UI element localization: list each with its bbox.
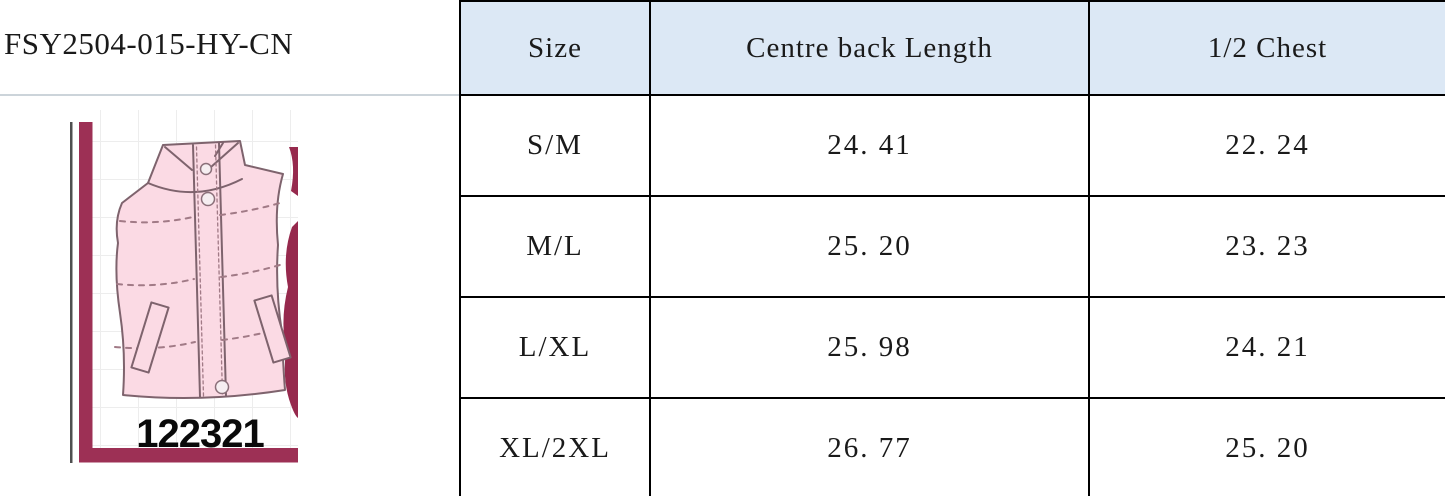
cell-centre-back-length: 26. 77 bbox=[649, 397, 1090, 496]
column-header-size: Size bbox=[459, 0, 651, 96]
table-row: L/XL 25. 98 24. 21 bbox=[459, 296, 1445, 399]
style-number-label: 122321 bbox=[136, 412, 264, 456]
cell-size: S/M bbox=[459, 94, 651, 197]
product-image: 122321 bbox=[70, 110, 298, 463]
column-header-centre-back-length: Centre back Length bbox=[649, 0, 1090, 96]
cell-size: M/L bbox=[459, 195, 651, 298]
maroon-vest-partial bbox=[283, 147, 298, 418]
ruler-line bbox=[70, 122, 73, 463]
table-row: XL/2XL 26. 77 25. 20 bbox=[459, 397, 1445, 496]
cell-centre-back-length: 25. 20 bbox=[649, 195, 1090, 298]
product-code: FSY2504-015-HY-CN bbox=[4, 26, 294, 61]
column-header-half-chest: 1/2 Chest bbox=[1088, 0, 1445, 96]
size-chart-table: Size Centre back Length 1/2 Chest S/M 24… bbox=[459, 0, 1445, 496]
pink-vest-illustration bbox=[114, 140, 292, 400]
cell-centre-back-length: 24. 41 bbox=[649, 94, 1090, 197]
cell-centre-back-length: 25. 98 bbox=[649, 296, 1090, 399]
cell-size: L/XL bbox=[459, 296, 651, 399]
cell-half-chest: 24. 21 bbox=[1088, 296, 1445, 399]
photo-frame-bottom-bar bbox=[79, 448, 298, 463]
cell-half-chest: 22. 24 bbox=[1088, 94, 1445, 197]
cell-size: XL/2XL bbox=[459, 397, 651, 496]
cell-half-chest: 23. 23 bbox=[1088, 195, 1445, 298]
table-row: S/M 24. 41 22. 24 bbox=[459, 94, 1445, 197]
table-row: M/L 25. 20 23. 23 bbox=[459, 195, 1445, 298]
photo-frame-left-bar bbox=[79, 122, 93, 462]
header-row: Size Centre back Length 1/2 Chest bbox=[459, 0, 1445, 96]
panel-divider bbox=[0, 94, 460, 96]
cell-half-chest: 25. 20 bbox=[1088, 397, 1445, 496]
